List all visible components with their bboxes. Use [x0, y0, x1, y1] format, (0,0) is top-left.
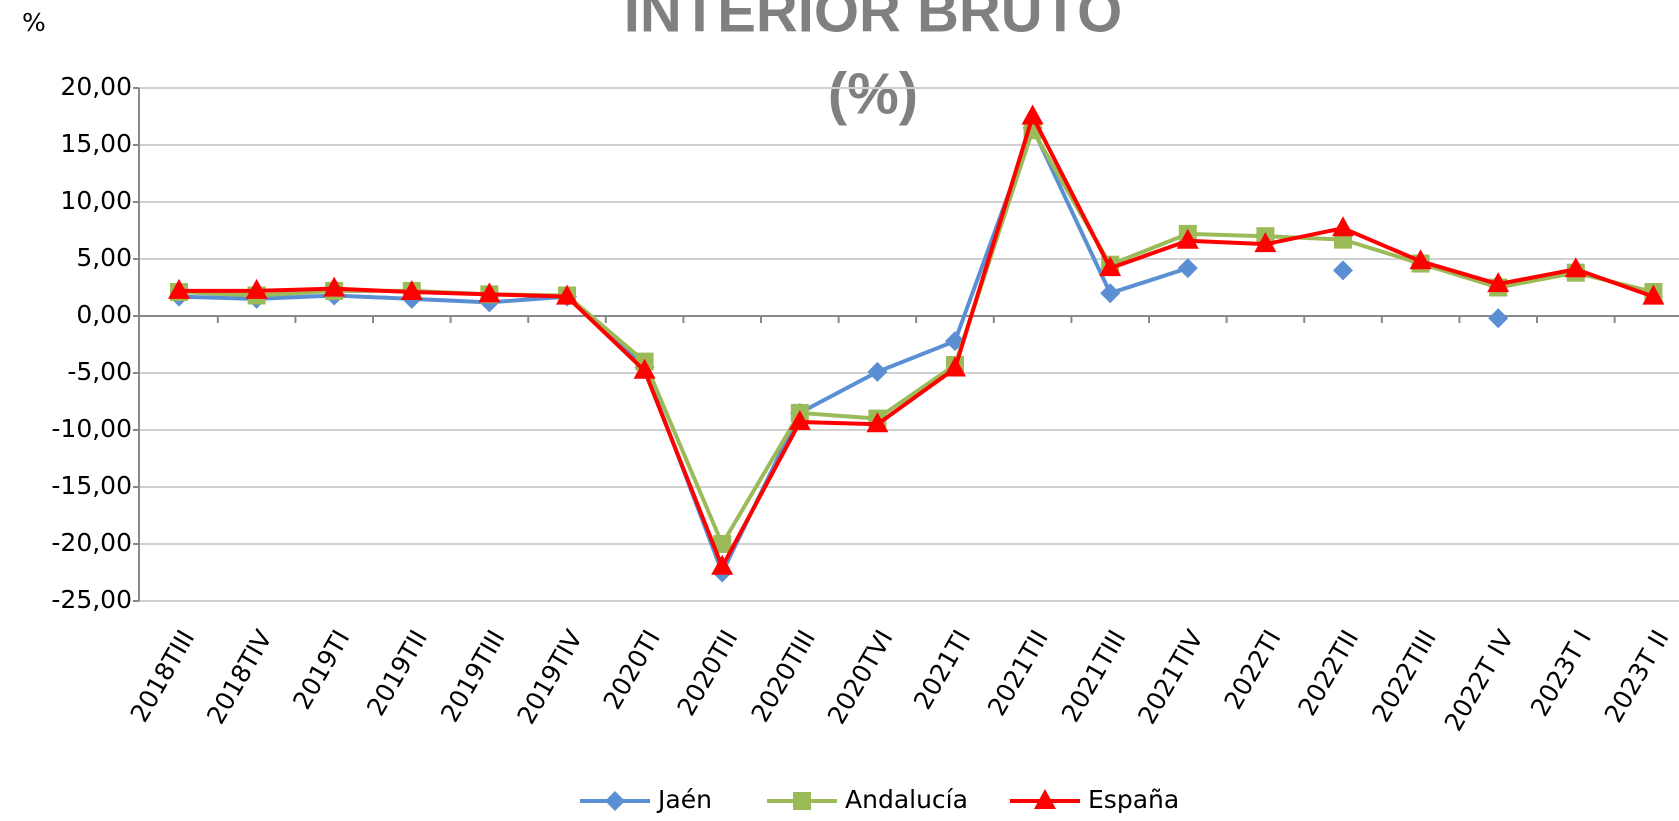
marker [793, 792, 811, 810]
series-line [179, 114, 1655, 569]
x-tick-label: 2023T I [1525, 625, 1597, 721]
legend-label: Andalucía [845, 785, 968, 814]
legend-label: España [1088, 785, 1179, 814]
x-tick-label: 2021TI [908, 625, 976, 714]
y-axis-unit: % [22, 8, 46, 37]
marker [1034, 789, 1056, 809]
marker [400, 280, 423, 301]
x-tick-label: 2020TVI [822, 625, 899, 729]
y-tick-label: 0,00 [76, 300, 132, 329]
x-tick-label: 2021TIV [1132, 625, 1209, 729]
y-tick-label: -5,00 [67, 357, 132, 386]
legend-label: Jaén [656, 785, 712, 814]
marker [1176, 228, 1199, 249]
chart-title: INTERIOR BRUTO [624, 0, 1122, 44]
marker [1564, 257, 1587, 278]
series-line [179, 128, 1498, 573]
marker [1100, 283, 1121, 304]
x-tick-label: 2020TIII [745, 625, 821, 727]
series-line [178, 128, 1654, 546]
marker [944, 356, 966, 377]
marker [478, 282, 501, 303]
y-tick-label: -25,00 [51, 585, 132, 614]
x-tick-label: 2019TIII [435, 625, 511, 727]
marker [1333, 260, 1353, 281]
y-tick-label: -20,00 [51, 528, 132, 557]
x-tick-label: 2020TI [598, 625, 666, 714]
x-tick-label: 2021TIII [1056, 625, 1132, 727]
marker [866, 412, 889, 433]
marker [713, 535, 732, 553]
marker [1487, 272, 1510, 293]
marker [788, 410, 811, 431]
marker [633, 358, 656, 379]
x-tick-label: 2018TIV [201, 625, 278, 729]
y-tick-label: -10,00 [51, 414, 132, 443]
marker [1409, 249, 1432, 270]
y-tick-label: 20,00 [60, 72, 132, 101]
x-tick-label: 2020TII [672, 625, 744, 721]
y-tick-label: 5,00 [76, 243, 132, 272]
marker [245, 278, 268, 299]
x-tick-label: 2022T IV [1439, 625, 1520, 736]
y-tick-label: 15,00 [60, 129, 132, 158]
x-tick-label: 2021TII [982, 625, 1054, 721]
marker [168, 278, 190, 299]
y-tick-label: -15,00 [51, 471, 132, 500]
marker [605, 791, 625, 811]
y-tick-label: 10,00 [60, 186, 132, 215]
marker [711, 554, 734, 575]
marker [1488, 308, 1509, 329]
marker [1099, 256, 1122, 277]
x-tick-label: 2019TII [361, 625, 433, 721]
x-tick-label: 2019TI [287, 625, 355, 714]
x-tick-label: 2022TIII [1366, 625, 1442, 727]
marker [323, 276, 346, 297]
x-tick-label: 2018TIII [125, 625, 201, 727]
chart-title: (%) [828, 61, 918, 126]
marker [1254, 232, 1277, 253]
marker [1642, 284, 1665, 305]
marker [556, 284, 578, 305]
marker [867, 361, 888, 382]
x-tick-label: 2023T II [1599, 625, 1675, 727]
marker [1177, 258, 1198, 279]
marker [1021, 104, 1044, 125]
x-tick-label: 2019TIV [511, 625, 588, 729]
x-tick-label: 2022TI [1218, 625, 1286, 714]
x-tick-label: 2022TII [1292, 625, 1364, 721]
marker [1332, 216, 1354, 237]
